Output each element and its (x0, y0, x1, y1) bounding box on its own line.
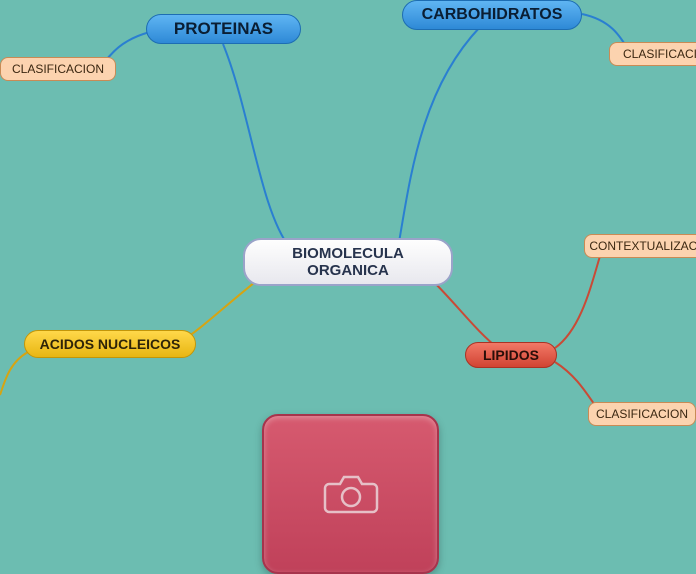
center-node[interactable]: BIOMOLECULAORGANICA (243, 238, 453, 286)
connector (398, 27, 480, 248)
connector (180, 278, 260, 342)
node-clasificacion-3[interactable]: CLASIFICACION (588, 402, 696, 426)
image-placeholder-card[interactable] (262, 414, 439, 574)
node-label: PROTEINAS (174, 19, 273, 39)
node-label: CLASIFICACION (623, 47, 696, 61)
node-carbohidratos[interactable]: CARBOHIDRATOS (402, 0, 582, 30)
connector (430, 278, 500, 350)
node-clasificacion-2[interactable]: CLASIFICACION (609, 42, 696, 66)
node-acidos-nucleicos[interactable]: ACIDOS NUCLEICOS (24, 330, 196, 358)
connector (0, 352, 28, 395)
center-label: BIOMOLECULAORGANICA (292, 245, 404, 280)
node-clasificacion-1[interactable]: CLASIFICACION (0, 57, 116, 81)
node-label: LIPIDOS (483, 347, 539, 363)
camera-icon (323, 472, 379, 516)
node-label: ACIDOS NUCLEICOS (40, 336, 181, 352)
node-label: CLASIFICACION (596, 407, 688, 421)
node-label: CARBOHIDRATOS (422, 6, 563, 24)
node-label: CONTEXTUALIZACION (589, 239, 696, 253)
connector (555, 256, 600, 348)
node-proteinas[interactable]: PROTEINAS (146, 14, 301, 44)
connector (223, 44, 290, 248)
node-label: CLASIFICACION (12, 62, 104, 76)
node-lipidos[interactable]: LIPIDOS (465, 342, 557, 368)
node-contextualizacion[interactable]: CONTEXTUALIZACION (584, 234, 696, 258)
